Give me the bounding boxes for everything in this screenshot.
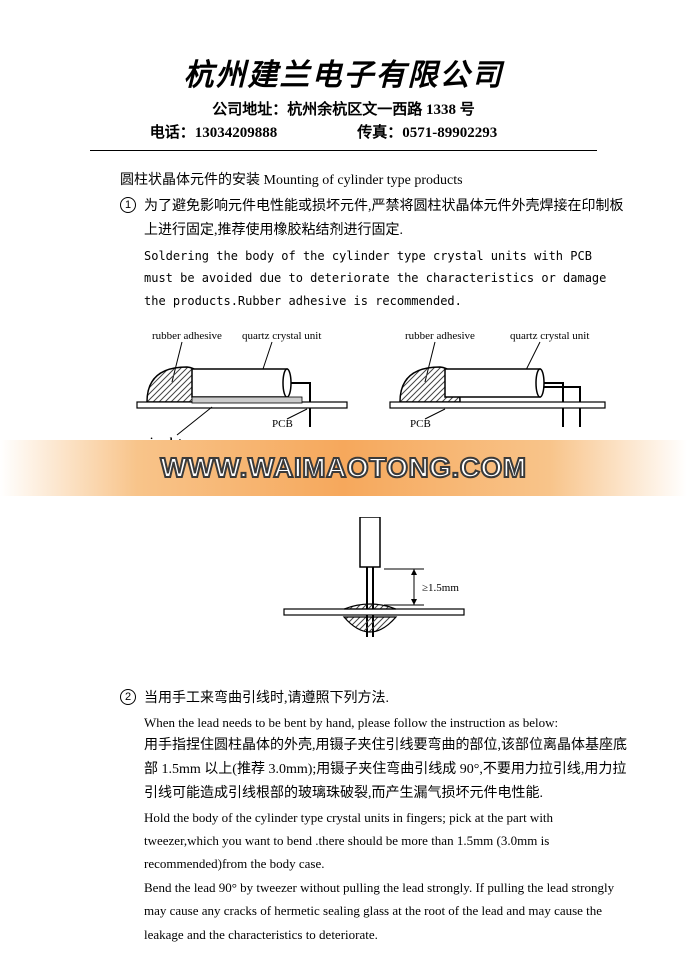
item-2-cn-lead: 当用手工来弯曲引线时,请遵照下列方法. (144, 687, 627, 711)
diagram-right: rubber adhesive quartz crystal unit PCB (385, 327, 615, 457)
watermark-bar: WWW.WAIMAOTONG.COM (0, 440, 687, 496)
label-quartz-right: quartz crystal unit (510, 330, 589, 342)
item-2-number: 2 (120, 689, 136, 705)
telephone-label: 电话：13034209888 (150, 121, 278, 142)
document-header: 杭州建兰电子有限公司 公司地址：杭州余杭区文一西路 1338 号 电话：1303… (40, 50, 647, 142)
diagram-row-1: rubber adhesive quartz crystal unit insu… (120, 327, 627, 457)
item-2-text: 当用手工来弯曲引线时,请遵照下列方法. When the lead needs … (144, 687, 627, 946)
item-1: 1 为了避免影响元件电性能或损坏元件,严禁将圆柱状晶体元件外壳焊接在印制板上进行… (120, 195, 627, 313)
header-divider (90, 150, 597, 151)
label-pcb-right: PCB (410, 418, 431, 430)
item-2-en-body1: Hold the body of the cylinder type cryst… (144, 806, 627, 876)
diagram-center: ≥1.5mm (274, 517, 474, 657)
label-pcb-left: PCB (272, 418, 293, 430)
item-1-number: 1 (120, 197, 136, 213)
item-2: 2 当用手工来弯曲引线时,请遵照下列方法. When the lead need… (120, 687, 627, 946)
item-2-en-lead: When the lead needs to be bent by hand, … (144, 711, 627, 734)
contact-row: 电话：13034209888 传真：0571-89902293 (0, 121, 647, 142)
watermark-text: WWW.WAIMAOTONG.COM (160, 452, 526, 484)
item-2-en-body2: Bend the lead 90° by tweezer without pul… (144, 876, 627, 946)
diagram-left: rubber adhesive quartz crystal unit insu… (132, 327, 362, 457)
label-gap: ≥1.5mm (422, 582, 459, 594)
label-rubber-left: rubber adhesive (152, 330, 222, 342)
company-address: 公司地址：杭州余杭区文一西路 1338 号 (40, 98, 647, 119)
label-quartz-left: quartz crystal unit (242, 330, 321, 342)
fax-label: 传真：0571-89902293 (357, 121, 497, 142)
label-rubber-right: rubber adhesive (405, 330, 475, 342)
item-1-text: 为了避免影响元件电性能或损坏元件,严禁将圆柱状晶体元件外壳焊接在印制板上进行固定… (144, 195, 627, 313)
document-body: 圆柱状晶体元件的安装 Mounting of cylinder type pro… (40, 169, 647, 946)
item-1-en: Soldering the body of the cylinder type … (144, 245, 627, 313)
item-1-cn: 为了避免影响元件电性能或损坏元件,严禁将圆柱状晶体元件外壳焊接在印制板上进行固定… (144, 195, 627, 243)
item-2-cn-body: 用手指捏住圆柱晶体的外壳,用镊子夹住引线要弯曲的部位,该部位离晶体基座底部 1.… (144, 734, 627, 805)
section-title: 圆柱状晶体元件的安装 Mounting of cylinder type pro… (120, 169, 627, 189)
diagram-center-wrap: ≥1.5mm (120, 517, 627, 657)
company-name: 杭州建兰电子有限公司 (40, 50, 647, 94)
